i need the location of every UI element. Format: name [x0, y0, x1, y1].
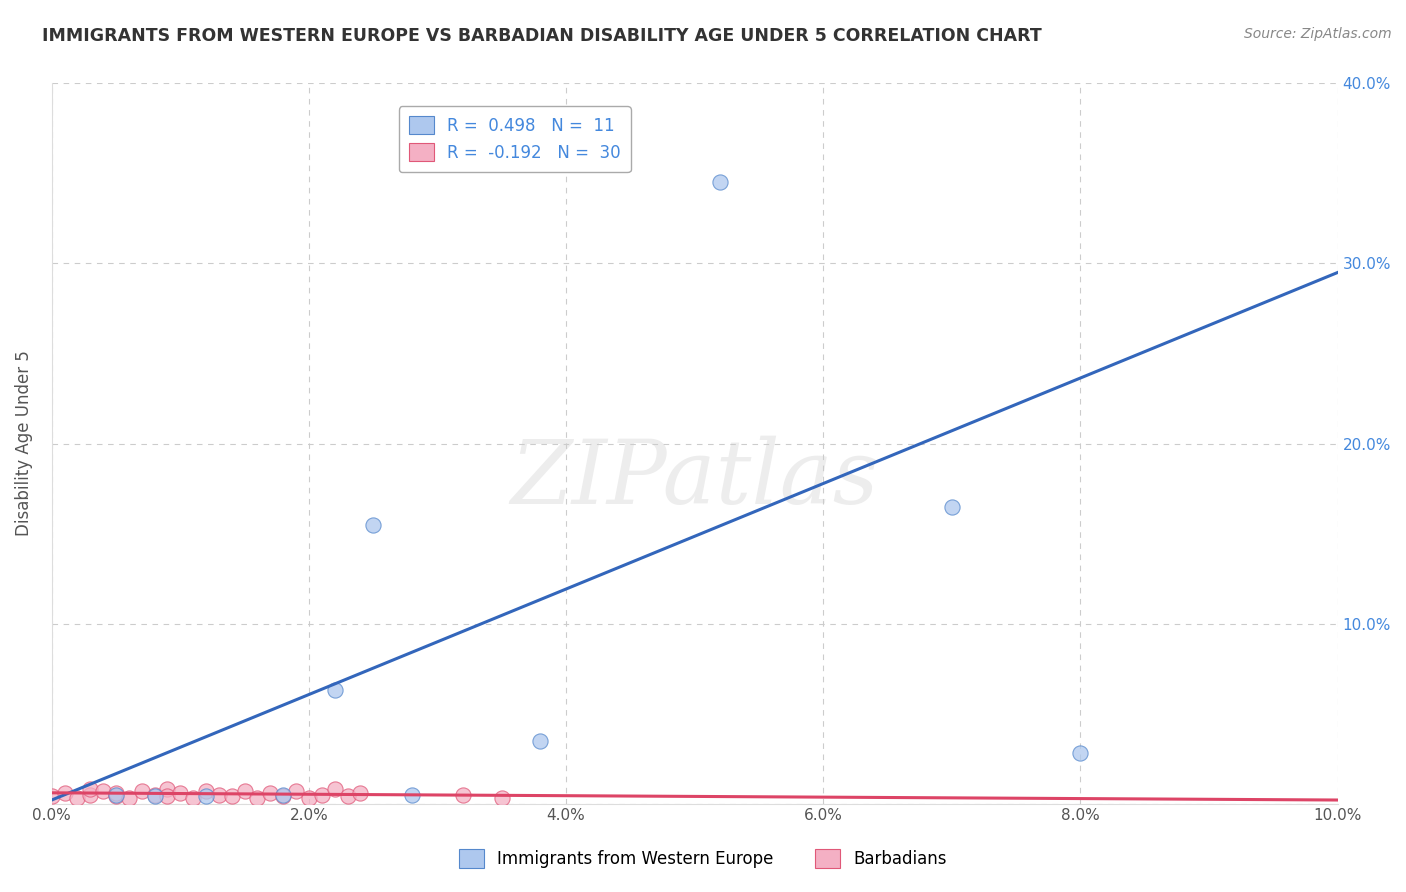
Point	[233, 784, 256, 798]
Point	[361, 517, 384, 532]
Point	[349, 786, 371, 800]
Point	[79, 788, 101, 802]
Point	[259, 786, 281, 800]
Point	[143, 789, 166, 804]
Legend: Immigrants from Western Europe, Barbadians: Immigrants from Western Europe, Barbadia…	[453, 843, 953, 875]
Point	[336, 789, 359, 804]
Point	[41, 789, 63, 804]
Point	[79, 782, 101, 797]
Point	[401, 788, 423, 802]
Point	[271, 789, 294, 804]
Point	[91, 784, 114, 798]
Point	[156, 789, 179, 804]
Point	[221, 789, 243, 804]
Point	[311, 788, 333, 802]
Point	[195, 784, 218, 798]
Y-axis label: Disability Age Under 5: Disability Age Under 5	[15, 351, 32, 536]
Text: Source: ZipAtlas.com: Source: ZipAtlas.com	[1244, 27, 1392, 41]
Point	[1069, 746, 1091, 760]
Text: ZIPatlas: ZIPatlas	[510, 436, 879, 523]
Point	[941, 500, 963, 514]
Point	[529, 733, 551, 747]
Point	[169, 786, 191, 800]
Point	[451, 788, 474, 802]
Point	[105, 786, 128, 800]
Point	[143, 788, 166, 802]
Point	[298, 791, 321, 805]
Point	[105, 788, 128, 802]
Point	[181, 791, 204, 805]
Point	[66, 791, 89, 805]
Point	[195, 789, 218, 804]
Point	[323, 683, 346, 698]
Point	[118, 791, 141, 805]
Point	[208, 788, 231, 802]
Point	[271, 788, 294, 802]
Legend: R =  0.498   N =  11, R =  -0.192   N =  30: R = 0.498 N = 11, R = -0.192 N = 30	[399, 106, 631, 172]
Point	[53, 786, 76, 800]
Point	[285, 784, 308, 798]
Point	[323, 782, 346, 797]
Point	[105, 789, 128, 804]
Point	[156, 782, 179, 797]
Point	[131, 784, 153, 798]
Point	[246, 791, 269, 805]
Point	[709, 176, 731, 190]
Text: IMMIGRANTS FROM WESTERN EUROPE VS BARBADIAN DISABILITY AGE UNDER 5 CORRELATION C: IMMIGRANTS FROM WESTERN EUROPE VS BARBAD…	[42, 27, 1042, 45]
Point	[491, 791, 513, 805]
